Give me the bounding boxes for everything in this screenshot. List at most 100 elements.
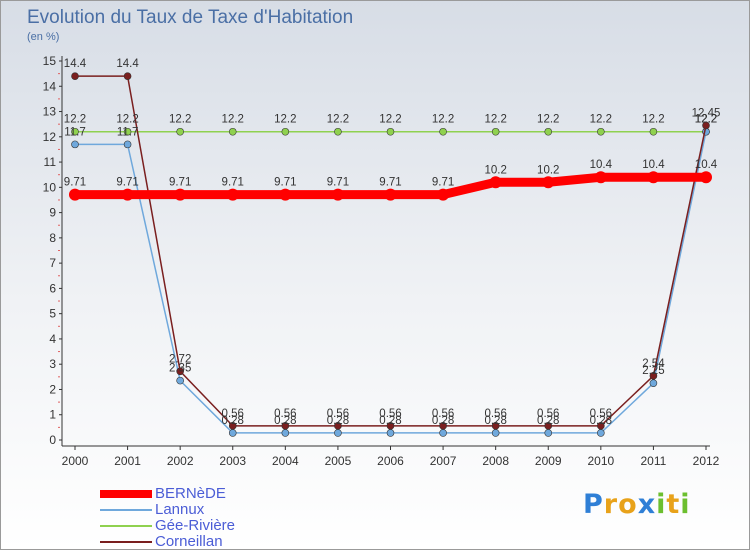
data-point [176,376,184,385]
data-point [123,140,132,149]
x-tick-label: 2007 [430,454,457,468]
data-label: 11.7 [117,126,139,138]
data-point [384,188,397,201]
data-label: 9.71 [379,177,401,189]
data-point [491,422,500,430]
data-point [121,188,134,201]
y-tick-label: 8 [49,231,56,245]
legend-swatch-corneillan [100,541,152,543]
data-point [439,429,447,437]
data-label: 0.28 [222,415,244,427]
x-tick-label: 2006 [377,454,404,468]
legend-label-gee-riviere: Gée-Rivière [155,517,236,534]
y-tick-label: 10 [43,180,57,194]
data-label: 12.45 [692,107,721,119]
data-point [597,429,605,437]
data-label: 12.2 [695,114,717,126]
data-point [123,72,132,80]
x-tick-label: 2001 [114,454,141,468]
logo-letter: r [603,489,619,520]
data-point [281,429,290,437]
data-point [489,176,502,189]
data-point [226,188,239,201]
data-point [649,372,658,380]
data-label: 12.2 [169,114,191,126]
data-label: 12.2 [379,114,401,126]
data-point [544,422,553,430]
data-label: 0.56 [274,408,296,420]
data-label: 0.56 [537,408,559,420]
legend-label-corneillan: Corneillan [155,533,223,550]
y-tick-label: 2 [49,382,56,396]
data-label: 9.71 [327,177,349,189]
data-label: 2.54 [642,358,665,370]
data-point [279,188,292,201]
legend-label-lannux: Lannux [155,501,205,518]
data-label: 0.28 [432,415,454,427]
y-tick-label: 9 [49,206,56,220]
data-label: 10.4 [695,159,718,171]
data-point [649,127,658,136]
x-tick-label: 2005 [325,454,352,468]
y-tick-label: 3 [49,357,56,371]
data-point [597,422,605,430]
data-label: 0.56 [432,408,454,420]
data-label: 12.2 [484,114,506,126]
data-point [491,429,500,437]
data-point [386,429,395,437]
x-tick-label: 2000 [62,454,89,468]
y-tick-label: 12 [43,130,57,144]
data-label: 9.71 [116,177,138,189]
data-point [334,422,342,430]
data-point [176,367,184,376]
x-tick-label: 2003 [219,454,246,468]
data-point [69,188,81,201]
data-label: 0.56 [590,408,612,420]
x-tick-label: 2012 [693,454,720,468]
data-label: 10.2 [484,164,506,176]
data-point [491,127,500,136]
data-label: 12.2 [327,114,349,126]
legend-swatch-bernede [100,490,152,498]
legend-swatch-lannux [100,509,152,511]
data-label: 9.71 [222,177,244,189]
data-label: 12.2 [537,114,559,126]
y-tick-label: 1 [49,408,56,422]
data-label: 0.28 [327,415,349,427]
data-label: 14.4 [64,58,87,70]
logo-letter: i [680,489,691,520]
legend-label-bernede: BERNèDE [155,485,226,502]
logo-letter: x [637,489,657,520]
data-label: 10.2 [537,164,559,176]
x-tick-label: 2002 [167,454,194,468]
data-point [702,121,710,130]
data-point [439,127,447,136]
data-label: 12.2 [432,114,454,126]
x-tick-label: 2010 [587,454,614,468]
data-label: 10.4 [590,159,613,171]
data-label: 12.2 [274,114,296,126]
data-point [700,171,712,184]
data-label: 12.2 [116,114,138,126]
data-label: 0.28 [537,415,559,427]
data-point [542,176,555,189]
data-point [647,171,660,184]
data-point [228,127,237,136]
data-label: 12.2 [64,114,86,126]
data-point [334,127,342,136]
data-label: 0.56 [222,408,244,420]
data-label: 0.56 [327,408,349,420]
data-point [228,429,237,437]
y-tick-label: 11 [44,155,57,169]
y-tick-label: 4 [49,332,56,346]
data-label: 10.4 [642,159,665,171]
data-label: 9.71 [64,177,86,189]
data-point [334,429,342,437]
data-label: 12.2 [590,114,612,126]
data-point [281,422,290,430]
y-tick-label: 15 [43,54,57,68]
data-point [281,127,290,136]
data-label: 2.72 [169,353,191,365]
data-label: 0.56 [484,408,506,420]
x-tick-label: 2004 [272,454,299,468]
